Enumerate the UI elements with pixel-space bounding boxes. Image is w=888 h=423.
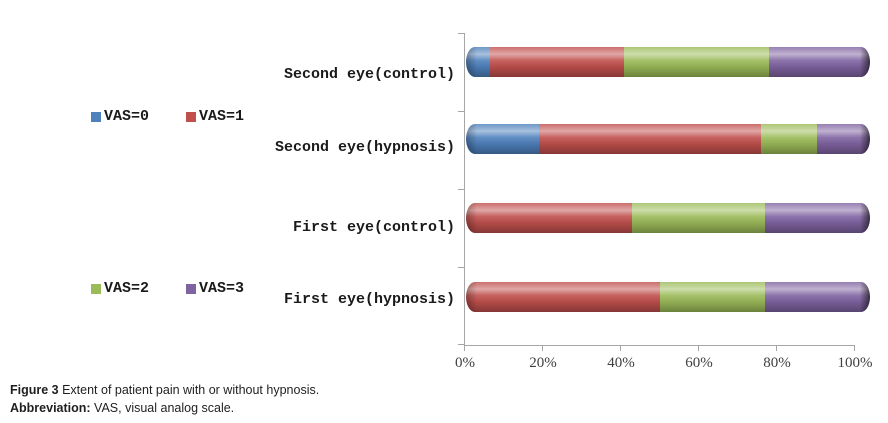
bar-segment-vas-1	[538, 124, 761, 154]
legend-swatch-vas3	[186, 284, 197, 294]
category-label-first-eye-control: First eye(control)	[292, 219, 455, 236]
bar-first-eye-hypnosis	[466, 282, 870, 312]
bar-segment-vas-2	[623, 47, 769, 77]
plot-area: 0% 20% 40% 60% 80% 100%	[455, 33, 873, 371]
bar-second-eye-hypnosis	[466, 124, 870, 154]
legend-item-vas1: VAS=1	[186, 108, 245, 125]
legend-swatch-vas0	[91, 112, 101, 122]
legend-swatch-vas1	[186, 112, 197, 122]
bar-segment-vas-0	[466, 124, 539, 154]
x-tick-label-20: 20%	[529, 355, 557, 371]
bar-segment-vas-3	[817, 124, 870, 154]
bar-segment-vas-2	[760, 124, 818, 154]
bar-segment-vas-3	[764, 203, 870, 233]
bar-segment-vas-1	[490, 47, 624, 77]
x-tick-label-0: 0%	[455, 355, 475, 371]
y-axis-category-tick	[458, 267, 465, 268]
bar-segment-vas-1	[466, 203, 632, 233]
x-axis-tick	[776, 346, 777, 351]
x-axis-tick	[698, 346, 699, 351]
figure-caption: Figure 3 Extent of patient pain with or …	[10, 381, 319, 417]
x-tick-label-40: 40%	[607, 355, 635, 371]
legend-label-vas1: VAS=1	[199, 108, 245, 125]
caption-figure-label: Figure 3	[10, 383, 59, 397]
x-axis-tick	[464, 346, 465, 351]
legend-item-vas3: VAS=3	[186, 280, 245, 297]
y-axis-category-tick	[458, 33, 465, 34]
legend-row-upper: VAS=0 VAS=1	[91, 108, 245, 125]
x-tick-label-100: 100%	[837, 355, 873, 371]
legend-label-vas0: VAS=0	[104, 108, 150, 125]
caption-line-2: Abbreviation: VAS, visual analog scale.	[10, 399, 319, 417]
bar-segment-vas-2	[659, 282, 765, 312]
y-axis-category-tick	[458, 189, 465, 190]
legend-label-vas2: VAS=2	[104, 280, 150, 297]
bar-segment-vas-1	[466, 282, 660, 312]
caption-line-1: Figure 3 Extent of patient pain with or …	[10, 381, 319, 399]
legend-swatch-vas2	[91, 284, 101, 294]
caption-figure-text: Extent of patient pain with or without h…	[58, 383, 320, 397]
category-label-second-eye-hypnosis: Second eye(hypnosis)	[274, 139, 455, 156]
x-axis-tick	[854, 346, 855, 351]
x-axis-tick	[542, 346, 543, 351]
bar-segment-vas-0	[466, 47, 491, 77]
y-axis-category-tick	[458, 344, 465, 345]
legend-item-vas2: VAS=2	[91, 280, 150, 297]
x-axis-tick	[620, 346, 621, 351]
category-label-first-eye-hypnosis: First eye(hypnosis)	[283, 291, 455, 308]
caption-abbreviation-label: Abbreviation:	[10, 401, 91, 415]
bar-segment-vas-2	[631, 203, 765, 233]
bar-segment-vas-3	[768, 47, 870, 77]
bar-second-eye-control	[466, 47, 870, 77]
caption-abbreviation-text: VAS, visual analog scale.	[90, 401, 235, 415]
x-tick-label-80: 80%	[763, 355, 791, 371]
bar-first-eye-control	[466, 203, 870, 233]
legend-row-lower: VAS=2 VAS=3	[91, 280, 245, 297]
legend-label-vas3: VAS=3	[199, 280, 245, 297]
x-tick-label-60: 60%	[685, 355, 713, 371]
bar-segment-vas-3	[764, 282, 870, 312]
legend-item-vas0: VAS=0	[91, 108, 150, 125]
category-label-second-eye-control: Second eye(control)	[283, 66, 455, 83]
y-axis-category-tick	[458, 111, 465, 112]
